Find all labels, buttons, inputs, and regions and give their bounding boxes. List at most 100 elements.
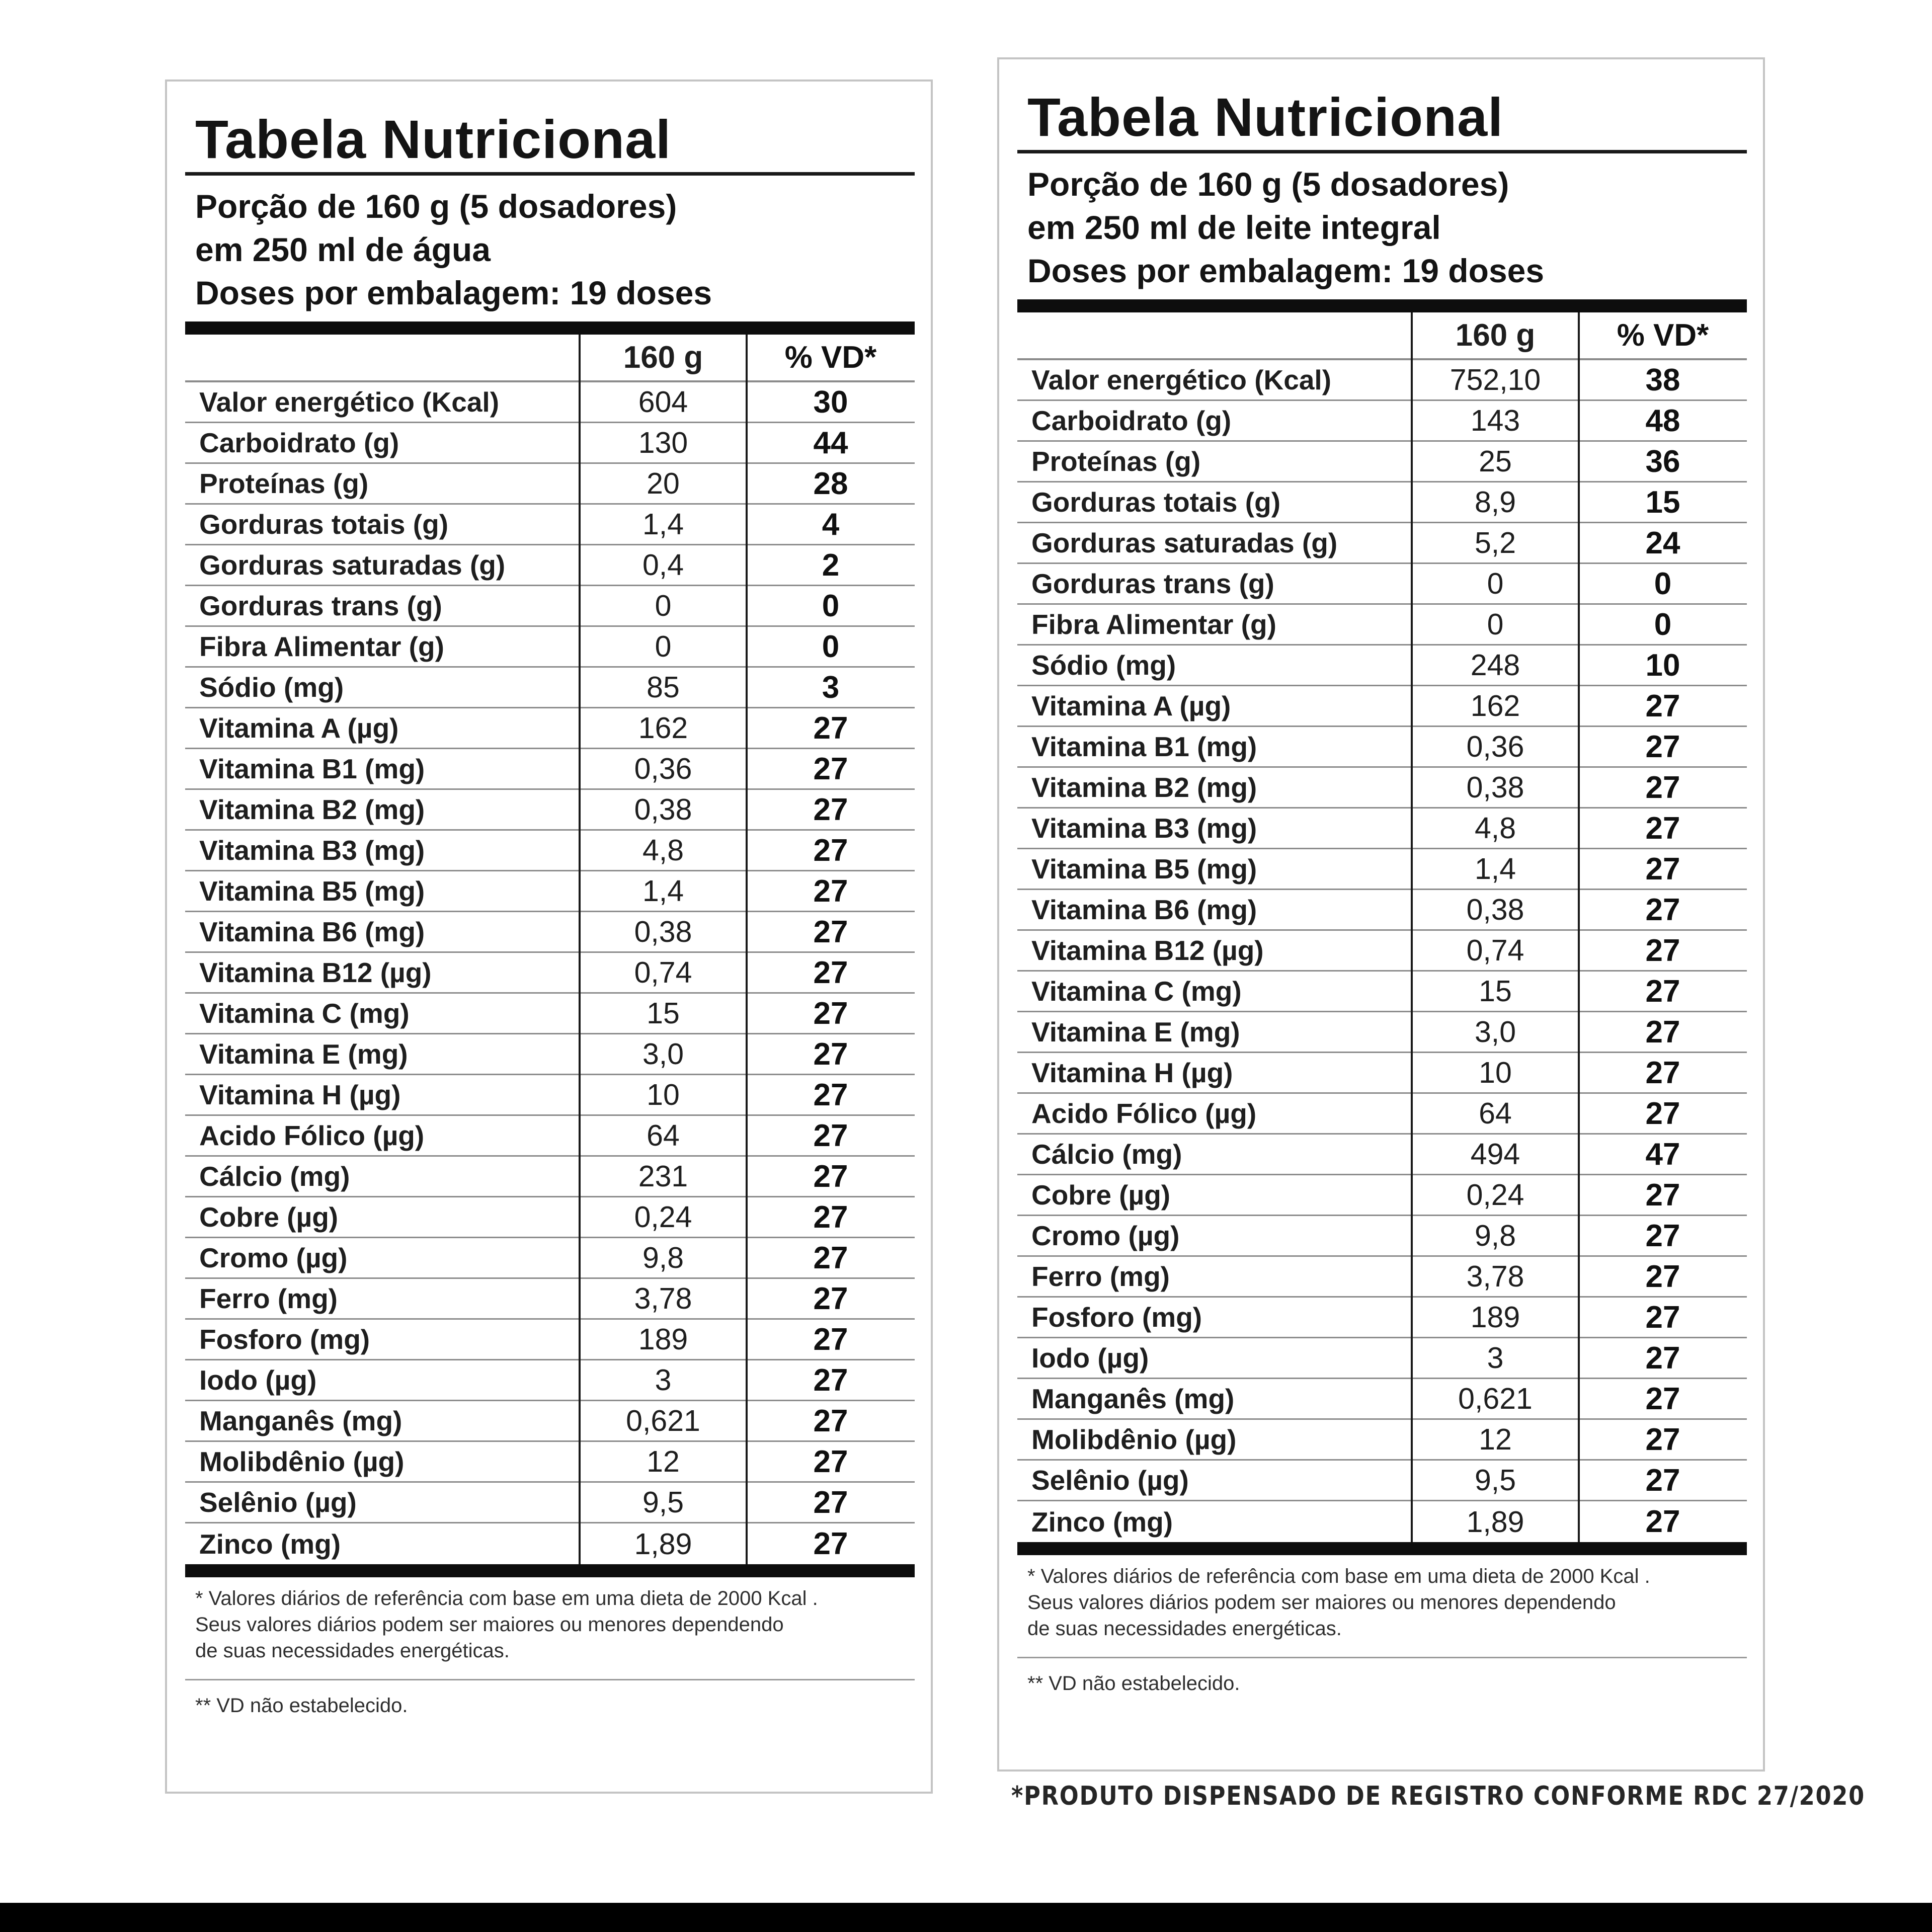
nutrient-row: Sódio (mg) 85 3 xyxy=(185,668,915,708)
nutrient-row: Sódio (mg) 248 10 xyxy=(1017,646,1747,686)
nutrient-name: Vitamina B2 (mg) xyxy=(1031,772,1257,803)
nutrient-amount: 8,9 xyxy=(1474,486,1516,519)
nutrient-name: Cobre (µg) xyxy=(199,1201,339,1233)
nutrient-vd: 27 xyxy=(813,1485,848,1520)
nutrient-vd: 27 xyxy=(1645,851,1680,887)
nutrient-vd: 27 xyxy=(1645,1055,1680,1090)
serving-line: em 250 ml de leite integral xyxy=(1027,209,1441,246)
nutrient-vd: 27 xyxy=(1645,1340,1680,1376)
nutrient-vd: 27 xyxy=(813,792,848,827)
nutrient-vd: 27 xyxy=(1645,974,1680,1009)
nutrient-amount: 3,0 xyxy=(1474,1015,1516,1049)
nutrient-vd: 30 xyxy=(813,384,848,420)
nutrient-row: Gorduras totais (g) 1,4 4 xyxy=(185,505,915,545)
nutrient-amount: 0,74 xyxy=(1466,934,1524,967)
nutrient-name: Acido Fólico (µg) xyxy=(1031,1098,1257,1129)
vd-note: ** VD não estabelecido. xyxy=(1027,1672,1240,1695)
nutrient-vd: 27 xyxy=(1645,1177,1680,1213)
thick-divider xyxy=(185,1564,915,1577)
nutrient-amount: 0,38 xyxy=(634,915,692,948)
nutrient-row: Selênio (µg) 9,5 27 xyxy=(1017,1461,1747,1501)
nutrient-name: Vitamina H (µg) xyxy=(1031,1057,1233,1088)
nutrient-name: Manganês (mg) xyxy=(1031,1383,1235,1414)
nutrient-row: Selênio (µg) 9,5 27 xyxy=(185,1483,915,1523)
nutrient-row: Vitamina E (mg) 3,0 27 xyxy=(185,1034,915,1075)
footnote: * Valores diários de referência com base… xyxy=(1017,1555,1747,1642)
nutrient-row: Vitamina E (mg) 3,0 27 xyxy=(1017,1012,1747,1053)
nutrient-vd: 27 xyxy=(813,1118,848,1153)
nutrient-vd: 36 xyxy=(1645,444,1680,479)
nutrient-name: Vitamina A (µg) xyxy=(1031,690,1231,721)
nutrient-row: Gorduras trans (g) 0 0 xyxy=(185,586,915,627)
nutrient-row: Fosforo (mg) 189 27 xyxy=(185,1320,915,1360)
column-divider xyxy=(746,335,748,1564)
nutrient-name: Vitamina A (µg) xyxy=(199,712,399,744)
nutrient-row: Ferro (mg) 3,78 27 xyxy=(185,1279,915,1320)
nutrient-row: Cromo (µg) 9,8 27 xyxy=(185,1238,915,1279)
header-vd: % VD* xyxy=(784,340,877,375)
bottom-bar xyxy=(0,1903,1932,1932)
nutrient-name: Iodo (µg) xyxy=(1031,1342,1149,1374)
nutrient-name: Selênio (µg) xyxy=(1031,1465,1189,1496)
serving-line: Doses por embalagem: 19 doses xyxy=(195,274,712,311)
nutrient-row: Manganês (mg) 0,621 27 xyxy=(185,1401,915,1442)
nutrient-amount: 1,89 xyxy=(634,1527,692,1561)
nutrient-name: Carboidrato (g) xyxy=(199,427,399,458)
nutrient-amount: 0 xyxy=(655,630,672,663)
nutrient-name: Ferro (mg) xyxy=(199,1283,338,1314)
registration-disclaimer: *PRODUTO DISPENSADO DE REGISTRO CONFORME… xyxy=(1011,1781,1865,1811)
nutrient-amount: 10 xyxy=(1479,1056,1512,1089)
nutrient-amount: 3,0 xyxy=(642,1037,684,1071)
nutrient-amount: 0,38 xyxy=(1466,893,1524,926)
nutrient-row: Vitamina A (µg) 162 27 xyxy=(1017,686,1747,727)
footnote-line: * Valores diários de referência com base… xyxy=(1027,1565,1650,1587)
nutrient-amount: 162 xyxy=(638,711,688,745)
nutrient-row: Vitamina B5 (mg) 1,4 27 xyxy=(185,871,915,912)
nutrient-name: Vitamina H (µg) xyxy=(199,1079,401,1110)
thick-divider xyxy=(1017,1542,1747,1555)
nutrient-name: Zinco (mg) xyxy=(199,1528,341,1560)
nutrient-row: Proteínas (g) 25 36 xyxy=(1017,442,1747,482)
nutrient-row: Molibdênio (µg) 12 27 xyxy=(1017,1420,1747,1461)
nutrient-amount: 9,8 xyxy=(642,1241,684,1274)
nutrient-row: Fosforo (mg) 189 27 xyxy=(1017,1298,1747,1338)
nutrient-amount: 494 xyxy=(1470,1138,1520,1171)
nutrient-row: Vitamina B2 (mg) 0,38 27 xyxy=(1017,768,1747,809)
nutrient-name: Valor energético (Kcal) xyxy=(1031,364,1332,395)
nutrient-row: Zinco (mg) 1,89 27 xyxy=(185,1523,915,1564)
nutrient-row: Valor energético (Kcal) 604 30 xyxy=(185,382,915,423)
title-divider xyxy=(1017,150,1747,153)
nutrient-amount: 0,24 xyxy=(634,1200,692,1234)
nutrient-vd: 27 xyxy=(1645,1463,1680,1498)
nutrient-amount: 1,4 xyxy=(642,508,684,541)
nutrient-vd: 27 xyxy=(813,1281,848,1316)
nutrient-amount: 0 xyxy=(1487,608,1504,641)
nutrient-row: Vitamina B2 (mg) 0,38 27 xyxy=(185,790,915,831)
nutrient-name: Vitamina B2 (mg) xyxy=(199,794,425,825)
nutrient-amount: 0,24 xyxy=(1466,1178,1524,1212)
nutrient-amount: 15 xyxy=(1479,975,1512,1008)
nutrient-row: Fibra Alimentar (g) 0 0 xyxy=(1017,605,1747,646)
nutrient-row: Vitamina B6 (mg) 0,38 27 xyxy=(185,912,915,953)
nutrient-name: Sódio (mg) xyxy=(1031,650,1176,681)
nutrient-vd: 27 xyxy=(1645,933,1680,968)
nutrient-amount: 231 xyxy=(638,1160,688,1193)
nutrient-name: Vitamina E (mg) xyxy=(199,1038,408,1070)
table-title: Tabela Nutricional xyxy=(195,109,672,170)
nutrient-name: Vitamina B12 (µg) xyxy=(199,957,432,988)
nutrient-amount: 604 xyxy=(638,385,688,419)
nutrient-row: Gorduras saturadas (g) 0,4 2 xyxy=(185,545,915,586)
nutrient-vd: 27 xyxy=(1645,1218,1680,1253)
nutrient-row: Cobre (µg) 0,24 27 xyxy=(1017,1175,1747,1216)
nutrient-name: Cromo (µg) xyxy=(199,1242,348,1273)
nutrient-row: Vitamina B3 (mg) 4,8 27 xyxy=(1017,809,1747,849)
nutrient-amount: 4,8 xyxy=(642,834,684,867)
nutrient-name: Sódio (mg) xyxy=(199,672,344,703)
nutrient-amount: 3,78 xyxy=(634,1282,692,1315)
nutrient-name: Proteínas (g) xyxy=(199,468,369,499)
nutrient-amount: 130 xyxy=(638,426,688,459)
nutrient-name: Vitamina B5 (mg) xyxy=(1031,853,1257,884)
nutrient-name: Molibdênio (µg) xyxy=(1031,1424,1237,1455)
header-amount: 160 g xyxy=(1455,318,1536,353)
nutrient-vd: 27 xyxy=(813,955,848,990)
